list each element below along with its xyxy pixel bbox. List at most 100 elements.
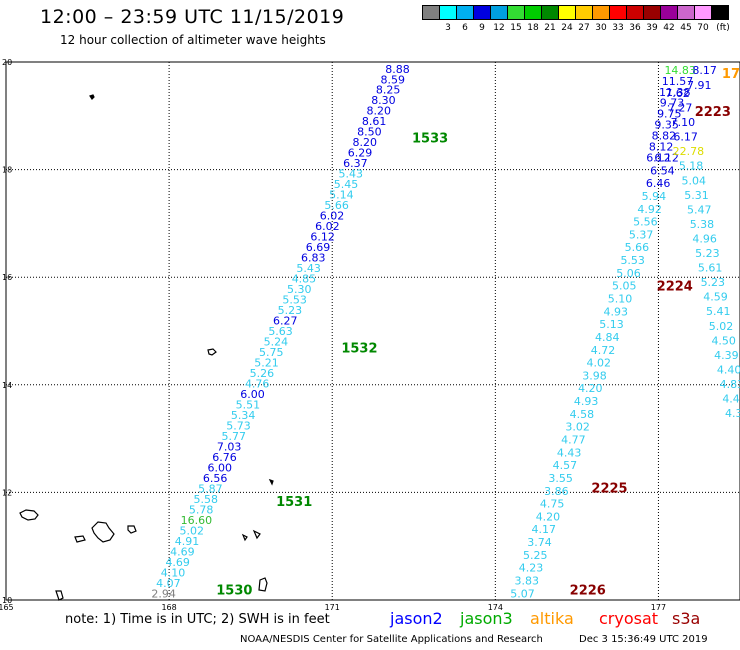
track-5: 8.17 7.91 1754: [687, 64, 740, 92]
satellite-s3a: s3a: [672, 609, 701, 628]
satellite-jason2: jason2: [390, 609, 443, 628]
legend-unit: (ft): [716, 23, 730, 33]
wave-height-value: 6.00: [240, 388, 265, 401]
x-tick-label: 168: [161, 603, 176, 612]
track-4: 14.8311.5711.389.739.759.358.828.126.122…: [646, 64, 731, 165]
wave-height-value: 8.12: [649, 141, 674, 154]
wave-height-value: 5.53: [282, 294, 307, 307]
wave-height-value: 5.66: [324, 199, 349, 212]
wave-height-value: 4.50: [711, 334, 736, 347]
wave-height-value: 4.96: [692, 232, 717, 245]
time-label: 1531: [276, 495, 312, 510]
wave-height-value: 8.50: [357, 126, 382, 139]
wave-height-value: 9.75: [657, 108, 682, 121]
wave-height-value: 4.58: [570, 408, 595, 421]
legend-label: 12: [493, 23, 505, 33]
wave-height-value: 3.98: [582, 369, 607, 382]
wave-height-value: 5.18: [679, 160, 704, 173]
wave-height-value: 8.82: [652, 130, 677, 143]
wave-height-value: 14.83: [664, 64, 696, 77]
time-label: 2225: [591, 481, 627, 496]
wave-height-value: 11.57: [662, 75, 694, 88]
wave-height-value: 4.43: [557, 446, 582, 459]
wave-height-value: 5.51: [236, 398, 261, 411]
wave-height-value: 3.83: [515, 574, 540, 587]
x-tick-label: 174: [488, 603, 503, 612]
wave-height-value: 4.59: [703, 291, 728, 304]
wave-height-value: 6.69: [306, 241, 331, 254]
wave-height-value: 6.27: [273, 315, 298, 328]
island: [55, 590, 64, 601]
wave-height-value: 5.73: [226, 419, 251, 432]
wave-height-value: 5.47: [687, 203, 712, 216]
wave-height-value: 4.75: [540, 498, 565, 511]
wave-height-value: 5.04: [682, 174, 707, 187]
wave-height-value: 8.20: [367, 105, 392, 118]
wave-height-value: 4.20: [536, 510, 561, 523]
map-subtitle: 12 hour collection of altimeter wave hei…: [60, 33, 326, 47]
y-tick-label: 12: [2, 488, 12, 497]
wave-height-value: 5.53: [620, 254, 645, 267]
islands: [19, 94, 274, 601]
wave-height-value: 4.02: [587, 357, 612, 370]
wave-height-value: 3.74: [527, 536, 552, 549]
wave-height-value: 6.12: [646, 152, 671, 165]
wave-height-value: 4.69: [165, 556, 190, 569]
legend-label: 33: [612, 23, 624, 33]
legend-label: 42: [663, 23, 675, 33]
wave-height-value: 4.91: [175, 535, 200, 548]
wave-height-value: 3.86: [544, 485, 569, 498]
wave-height-value: 4.57: [553, 459, 578, 472]
wave-height-value: 11.38: [659, 86, 691, 99]
wave-height-value: 5.06: [616, 267, 641, 280]
legend-label: 70: [697, 23, 709, 33]
wave-height-value: 5.23: [278, 304, 303, 317]
time-label: 1754: [722, 67, 740, 82]
wave-height-value: 5.02: [179, 524, 204, 537]
y-tick-label: 10: [2, 596, 12, 605]
wave-height-value: 4.77: [561, 434, 586, 447]
wave-height-value: 5.26: [250, 367, 275, 380]
wave-height-value: 5.21: [254, 357, 279, 370]
track-1: 2.944.074.104.694.694.915.0216.605.785.5…: [151, 63, 448, 601]
wave-height-value: 4.83: [720, 378, 740, 391]
wave-height-value: 4.92: [637, 203, 662, 216]
wave-height-value: 5.13: [599, 318, 624, 331]
wave-height-value: 5.56: [633, 216, 658, 229]
legend-label: 30: [595, 23, 607, 33]
x-tick-label: 171: [325, 603, 340, 612]
wave-height-value: 5.30: [287, 283, 312, 296]
wave-height-value: 5.78: [189, 503, 214, 516]
legend-label: 15: [510, 23, 522, 33]
wave-height-value: 5.58: [194, 493, 219, 506]
wave-height-value: 6.12: [310, 231, 335, 244]
wave-height-value: 5.66: [625, 241, 650, 254]
map-grid: [5, 61, 740, 601]
wave-height-value: 6.83: [301, 252, 326, 265]
wave-height-value: 5.77: [222, 430, 247, 443]
x-tick-label: 165: [0, 603, 14, 612]
wave-height-value: 5.94: [642, 190, 667, 203]
legend-label: 24: [561, 23, 573, 33]
wave-height-value: 6.76: [212, 451, 237, 464]
wave-height-value: 6.56: [203, 472, 228, 485]
satellite-jason3: jason3: [460, 609, 513, 628]
wave-height-value: 5.10: [608, 293, 633, 306]
island: [258, 577, 268, 592]
island: [241, 533, 248, 542]
wave-height-value: 4.76: [245, 377, 270, 390]
time-label: 2224: [657, 280, 693, 295]
credit-line: NOAA/NESDIS Center for Satellite Applica…: [240, 634, 543, 645]
wave-height-value: 3.02: [565, 421, 590, 434]
wave-height-value: 7.03: [217, 440, 242, 453]
island: [74, 535, 86, 543]
wave-height-value: 8.25: [376, 84, 401, 97]
wave-height-value: 6.12: [654, 152, 679, 165]
wave-height-value: 5.34: [231, 409, 256, 422]
legend-label: 21: [544, 23, 556, 33]
legend-label: 45: [680, 23, 692, 33]
wave-height-value: 4.93: [603, 305, 628, 318]
wave-height-value: 2.94: [151, 587, 176, 600]
wave-height-value: 16.60: [181, 514, 213, 527]
